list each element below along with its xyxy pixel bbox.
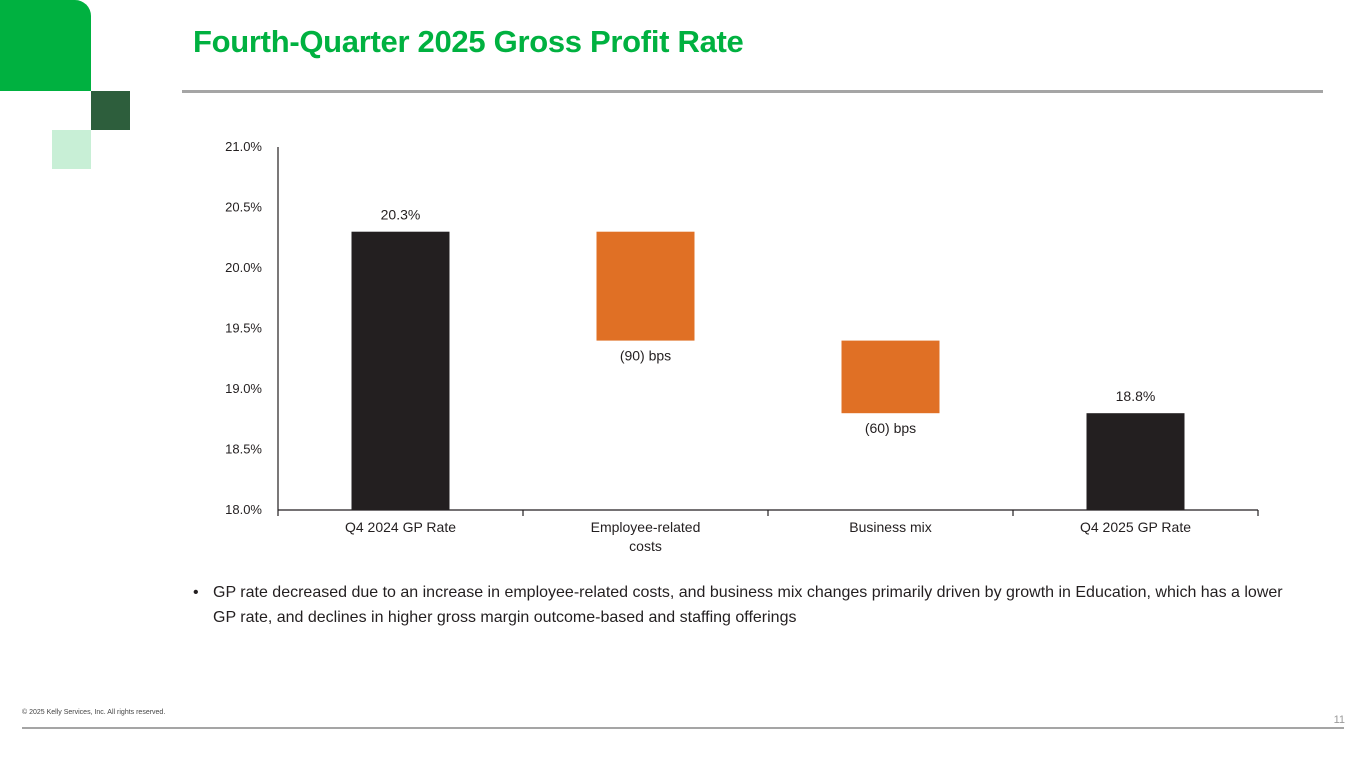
x-category-label-line: Q4 2025 GP Rate (1080, 519, 1191, 535)
decrease-bar (841, 340, 940, 414)
x-category-label-line: costs (629, 538, 662, 554)
footer-divider (22, 727, 1344, 729)
bars (351, 231, 1185, 510)
bullet-marker: • (193, 584, 199, 601)
commentary-text: GP rate decreased due to an increase in … (213, 584, 1283, 626)
brand-square-dark-green (91, 91, 130, 130)
y-tick-label: 20.0% (225, 260, 262, 275)
y-tick-label: 21.0% (225, 139, 262, 154)
bar-value-label: (60) bps (865, 420, 916, 436)
y-axis: 18.0% 18.5% 19.0% 19.5% 20.0% 20.5% 21.0% (225, 139, 279, 517)
bar-value-label: 20.3% (381, 207, 421, 223)
y-tick-label: 19.0% (225, 381, 262, 396)
brand-square-green (0, 0, 91, 91)
decrease-bar (596, 231, 695, 341)
y-tick-label: 18.0% (225, 502, 262, 517)
x-category-label: Q4 2024 GP Rate (345, 519, 456, 535)
y-tick-label: 18.5% (225, 442, 262, 457)
x-category-label-line: Q4 2024 GP Rate (345, 519, 456, 535)
copyright-notice: © 2025 Kelly Services, Inc. All rights r… (22, 709, 166, 716)
page-number: 11 (1333, 714, 1345, 726)
y-tick-label: 20.5% (225, 200, 262, 215)
bar-value-label: (90) bps (620, 348, 671, 364)
data-labels: 20.3% (90) bps (60) bps 18.8% (381, 207, 1156, 437)
y-tick-label: 19.5% (225, 321, 262, 336)
x-category-label: Business mix (849, 519, 931, 535)
total-bar (351, 231, 450, 510)
brand-square-light-green (52, 130, 91, 169)
slide-title: Fourth-Quarter 2025 Gross Profit Rate (193, 24, 744, 59)
x-category-label: Q4 2025 GP Rate (1080, 519, 1191, 535)
x-category-label-line: Business mix (849, 519, 931, 535)
commentary-bullet: • GP rate decreased due to an increase i… (193, 580, 1303, 630)
total-bar (1086, 413, 1185, 510)
bar-value-label: 18.8% (1116, 388, 1156, 404)
x-category-label-line: Employee-related (591, 519, 701, 535)
x-axis: Q4 2024 GP Rate Employee-related costs Busi… (277, 509, 1259, 554)
title-divider (182, 90, 1323, 93)
commentary-list: • GP rate decreased due to an increase i… (193, 580, 1303, 630)
x-category-label: Employee-related costs (591, 519, 701, 554)
